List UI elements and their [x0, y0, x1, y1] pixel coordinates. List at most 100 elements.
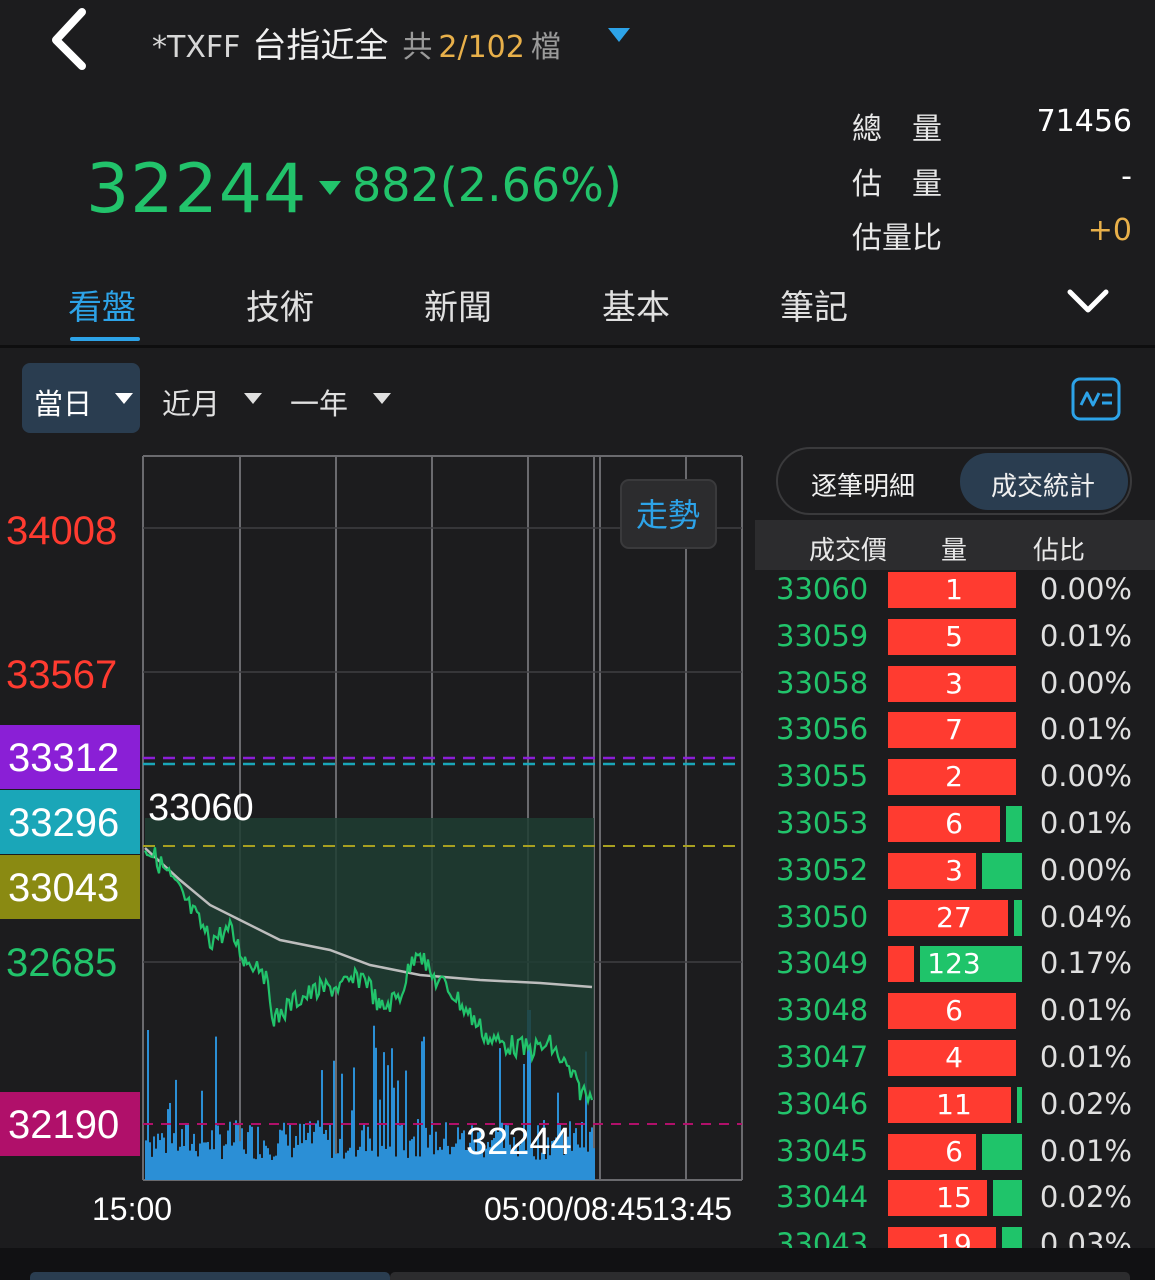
volume-bar	[327, 1139, 329, 1180]
volume-bar	[307, 1132, 309, 1180]
volume-bar	[155, 1148, 157, 1180]
intraday-chart[interactable]: 走勢 34008 33567 33312 33296 33043 32685 3…	[0, 440, 755, 1240]
open-price-label: 33060	[148, 787, 254, 829]
volume-bar	[259, 1154, 261, 1180]
total-prefix: 共	[402, 30, 433, 65]
volume-bar	[375, 1047, 377, 1180]
row-ratio: 0.01%	[1039, 993, 1132, 1027]
volume-bar	[313, 1131, 315, 1180]
tab-technical[interactable]: 技術	[246, 288, 314, 328]
volume-bar	[589, 1131, 591, 1180]
x-label-start: 15:00	[92, 1191, 172, 1227]
volume-bar	[521, 1139, 523, 1180]
sell-volume-bar	[888, 619, 1016, 655]
volume-bar	[209, 1149, 211, 1180]
sell-volume-bar	[888, 712, 1016, 748]
volume-bar	[271, 1159, 273, 1180]
volume-bar	[303, 1124, 305, 1180]
est-volume-label: 估 量	[852, 167, 942, 202]
volume-bar	[539, 1159, 541, 1180]
chart-mode-icon[interactable]	[1071, 377, 1121, 421]
volume-bar	[535, 1159, 537, 1180]
trend-button[interactable]	[620, 479, 717, 549]
chevron-down-icon[interactable]	[1066, 286, 1110, 316]
volume-bar	[321, 1070, 323, 1180]
segment-trade-stats[interactable]: 成交統計	[991, 472, 1096, 502]
tab-news[interactable]: 新聞	[424, 288, 492, 328]
buy-volume-bar	[982, 1134, 1022, 1170]
volume-bar	[201, 1090, 203, 1180]
volume-bar	[559, 1124, 561, 1180]
row-volume: 123	[927, 947, 981, 980]
volume-bar	[175, 1079, 177, 1180]
tab-notes[interactable]: 筆記	[780, 288, 848, 328]
trend-button-label: 走勢	[636, 496, 700, 534]
volume-bar	[325, 1129, 327, 1180]
row-price: 33046	[776, 1087, 869, 1121]
bottom-tab[interactable]	[390, 1272, 1130, 1280]
volume-bar	[571, 1150, 573, 1180]
row-price: 33058	[776, 666, 869, 700]
volume-bar	[261, 1157, 263, 1180]
volume-bar	[263, 1140, 265, 1180]
volume-bar	[453, 1146, 455, 1180]
volume-bar	[349, 1147, 351, 1180]
volume-bar	[189, 1150, 191, 1180]
period-year-button[interactable]: 一年	[290, 387, 349, 421]
volume-bar	[293, 1147, 295, 1180]
row-price: 33059	[776, 619, 869, 653]
stats-table-header	[755, 520, 1155, 570]
volume-bar	[461, 1133, 463, 1180]
bottom-tab-active[interactable]	[30, 1272, 390, 1280]
tab-quote[interactable]: 看盤	[68, 288, 136, 328]
sell-volume-bar	[888, 1134, 976, 1170]
volume-bar	[149, 1142, 151, 1180]
volume-bar	[217, 1125, 219, 1180]
back-chevron-icon[interactable]	[40, 6, 100, 70]
volume-bar	[255, 1159, 257, 1180]
caret-down-icon[interactable]	[608, 28, 630, 42]
volume-bar	[241, 1128, 243, 1180]
row-volume: 3	[945, 854, 963, 887]
volume-bar	[285, 1134, 287, 1180]
volume-bar	[305, 1140, 307, 1180]
symbol-name: 台指近全	[252, 26, 389, 66]
volume-bar	[183, 1145, 185, 1180]
volume-bar	[147, 1030, 149, 1180]
list-position: 2/102	[438, 30, 525, 65]
volume-bar	[385, 1148, 387, 1180]
row-ratio: 0.01%	[1039, 619, 1132, 653]
volume-bar	[381, 1145, 383, 1180]
volume-bar	[373, 1025, 375, 1180]
row-volume: 15	[936, 1181, 972, 1214]
volume-bar	[389, 1146, 391, 1180]
volume-bar	[475, 1151, 477, 1180]
row-price: 33049	[776, 946, 869, 980]
row-price: 33047	[776, 1040, 869, 1074]
price-change: 882(2.66%)	[352, 158, 622, 212]
volume-bar	[213, 1149, 215, 1180]
volume-bar	[315, 1123, 317, 1180]
volume-bar	[563, 1154, 565, 1180]
volume-bar	[257, 1126, 259, 1180]
volume-bar	[531, 1144, 533, 1180]
tab-fundamental[interactable]: 基本	[602, 288, 670, 328]
volume-bar	[347, 1150, 349, 1180]
title-selector[interactable]: *TXFF 台指近全 共 2/102 檔	[152, 18, 561, 66]
volume-bar	[219, 1134, 221, 1180]
row-ratio: 0.00%	[1039, 666, 1132, 700]
segment-tick-detail[interactable]: 逐筆明細	[811, 472, 916, 502]
y-label-33296: 33296	[8, 801, 119, 845]
period-month-button[interactable]: 近月	[162, 387, 221, 421]
volume-bar	[517, 1156, 519, 1180]
y-badge-teal	[0, 790, 140, 854]
y-badge-purple	[0, 725, 140, 789]
est-ratio-label: 估量比	[852, 221, 942, 256]
volume-bar	[537, 1125, 539, 1180]
row-volume: 11	[936, 1088, 972, 1121]
volume-bar	[289, 1124, 291, 1180]
row-price: 33045	[776, 1134, 869, 1168]
volume-bar	[441, 1149, 443, 1180]
volume-bar	[357, 1149, 359, 1180]
volume-bar	[317, 1120, 319, 1180]
